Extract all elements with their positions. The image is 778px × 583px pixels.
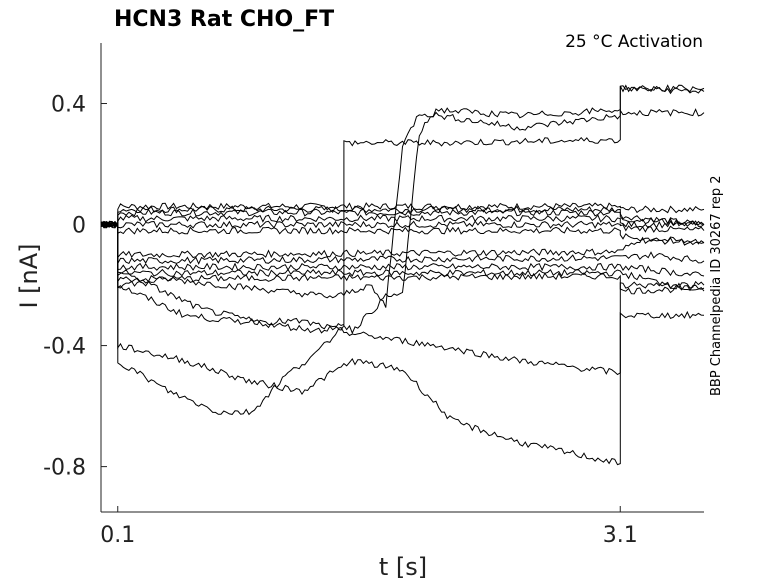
- current-trace-8: [100, 220, 705, 265]
- tick-group: 0.4 0 -0.4 -0.8 0.1 3.1: [43, 93, 638, 548]
- current-trace-2: [100, 205, 705, 228]
- current-trace-1: [100, 202, 705, 228]
- side-note: BBP Channelpedia ID 30267 rep 2: [709, 175, 724, 396]
- trace-group: [100, 84, 705, 466]
- current-trace-5: [100, 220, 705, 233]
- current-trace-4: [100, 214, 705, 229]
- current-trace-12: [100, 85, 705, 308]
- current-trace-16: [100, 84, 705, 416]
- current-trace-3: [100, 207, 705, 227]
- chart-annotation: 25 °C Activation: [565, 32, 703, 52]
- x-axis-label: t [s]: [379, 553, 427, 581]
- y-tick-label: 0: [72, 214, 86, 239]
- current-trace-14: [100, 221, 705, 376]
- y-tick-label: -0.4: [43, 335, 86, 360]
- x-tick-label: 3.1: [603, 523, 638, 548]
- current-trace-15: [100, 222, 705, 466]
- current-trace-10: [100, 221, 705, 292]
- y-axis-label: I [nA]: [15, 243, 43, 308]
- current-trace-6: [100, 221, 705, 246]
- current-trace-11: [100, 220, 705, 295]
- y-tick-label: -0.8: [43, 456, 86, 481]
- x-tick-label: 0.1: [100, 523, 135, 548]
- current-trace-7: [100, 221, 705, 259]
- y-tick-label: 0.4: [51, 93, 86, 118]
- current-trace-13: [100, 108, 705, 334]
- chart-title: HCN3 Rat CHO_FT: [114, 7, 334, 32]
- current-trace-9: [100, 220, 705, 277]
